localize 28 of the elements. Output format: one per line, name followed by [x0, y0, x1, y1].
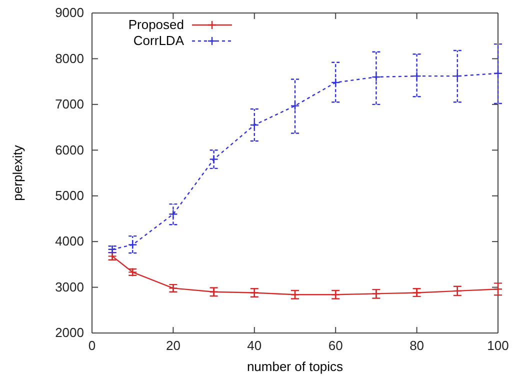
y-tick-label: 2000	[55, 325, 84, 340]
y-axis-title: perplexity	[10, 144, 25, 201]
point	[372, 72, 381, 82]
point	[331, 78, 340, 88]
x-tick-label: 0	[88, 338, 96, 354]
legend-label: Proposed	[128, 17, 184, 32]
x-tick-label: 20	[166, 338, 180, 354]
point	[250, 120, 259, 130]
y-tick-label: 7000	[55, 96, 84, 112]
point	[412, 71, 422, 81]
x-tick-label: 100	[487, 338, 509, 354]
y-tick-label: 5000	[55, 188, 84, 204]
x-tick-label: 80	[410, 338, 424, 354]
point	[128, 240, 138, 250]
y-tick-label: 9000	[55, 5, 84, 20]
point	[452, 71, 462, 81]
point	[290, 101, 300, 110]
x-tick-label: 60	[328, 338, 343, 354]
legend-label: CorrLDA	[133, 33, 184, 48]
y-tick-label: 8000	[55, 50, 84, 66]
point	[168, 210, 178, 219]
x-tick-label: 40	[247, 338, 262, 354]
y-tick-label: 4000	[55, 234, 84, 249]
point	[209, 154, 218, 164]
point	[493, 68, 503, 78]
x-axis-title: number of topics	[246, 359, 344, 374]
y-tick-label: 6000	[55, 142, 84, 158]
y-tick-label: 3000	[55, 279, 84, 294]
